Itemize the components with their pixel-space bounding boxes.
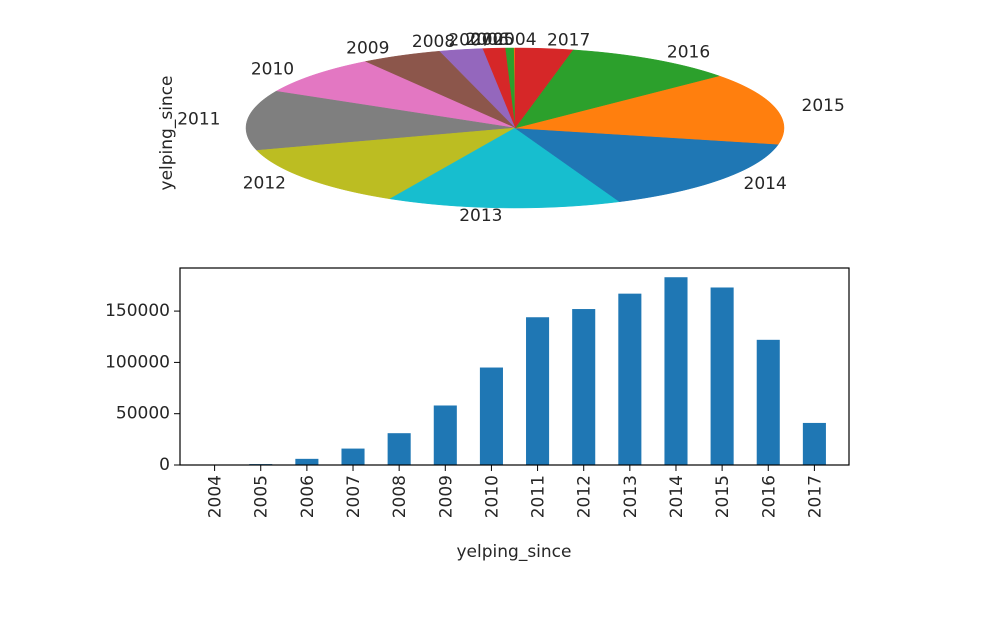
bar-xlabel: yelping_since [457,542,572,562]
pie-slice-2010 [275,61,516,129]
bar-2017 [802,422,826,465]
x-tick-label-2013: 2013 [621,475,641,518]
pie-label-2014: 2014 [744,174,787,194]
pie-slice-2017 [514,47,574,129]
y-tick-label: 0 [159,455,170,475]
bar-2013 [618,293,642,465]
x-tick-label-2012: 2012 [575,475,595,518]
bar-2006 [295,458,319,465]
bar-2009 [433,405,457,465]
x-tick-label-2014: 2014 [667,475,687,518]
bar-2008 [387,433,411,465]
x-tick-label-2006: 2006 [298,475,318,518]
pie-label-2009: 2009 [346,38,389,58]
pie-slices [245,47,785,209]
pie-label-2017: 2017 [547,31,590,51]
pie-label-2015: 2015 [802,96,845,116]
pie-slice-2008 [438,48,516,129]
pie-slice-2015 [514,75,785,145]
bar-2007 [341,448,365,465]
pie-label-2010: 2010 [251,59,294,79]
pie-label-2013: 2013 [459,206,502,226]
y-tick-label: 50000 [116,404,170,424]
pie-slice-2014 [514,127,779,202]
bar-2016 [756,339,780,465]
bar-2015 [710,287,734,465]
pie-slice-2011 [245,91,516,151]
pie-label-2007: 2007 [448,30,491,50]
bar-2012 [572,309,596,465]
pie-slice-2012 [256,127,516,200]
pie-slice-2016 [514,49,720,129]
pie-label-2016: 2016 [667,43,710,63]
bar-x-axis: 2004 2005 2006 2007 2008 2009 2010 2011 2012 2013… [206,465,825,518]
pie-label-2006: 2006 [466,30,509,50]
x-tick-label-2004: 2004 [206,475,226,518]
pie-ylabel: yelping_since [157,76,177,191]
bar-2010 [479,367,503,465]
pie-label-2011: 2011 [177,110,220,130]
x-tick-label-2010: 2010 [482,475,502,518]
pie-label-2004: 2004 [493,30,536,50]
bar-2011 [526,317,550,465]
pie-label-2012: 2012 [243,174,286,194]
pie-label-2008: 2008 [412,32,455,52]
x-tick-label-2015: 2015 [713,475,733,518]
bar-plot-frame [179,267,850,466]
x-tick-label-2005: 2005 [252,475,272,518]
pie-label-2005: 2005 [471,30,514,50]
y-tick-label: 150000 [105,301,170,321]
x-tick-label-2016: 2016 [759,475,779,518]
bar-y-axis: 0 50000 100000 150000 [105,301,180,475]
x-tick-label-2008: 2008 [390,475,410,518]
pie-slice-2013 [389,127,621,209]
bar-2014 [664,277,688,465]
bar-series [203,277,826,465]
x-tick-label-2009: 2009 [436,475,456,518]
pie-slice-2009 [364,50,516,129]
y-tick-label: 100000 [105,352,170,372]
x-tick-label-2007: 2007 [344,475,364,518]
x-tick-label-2011: 2011 [529,475,549,518]
x-tick-label-2017: 2017 [805,475,825,518]
